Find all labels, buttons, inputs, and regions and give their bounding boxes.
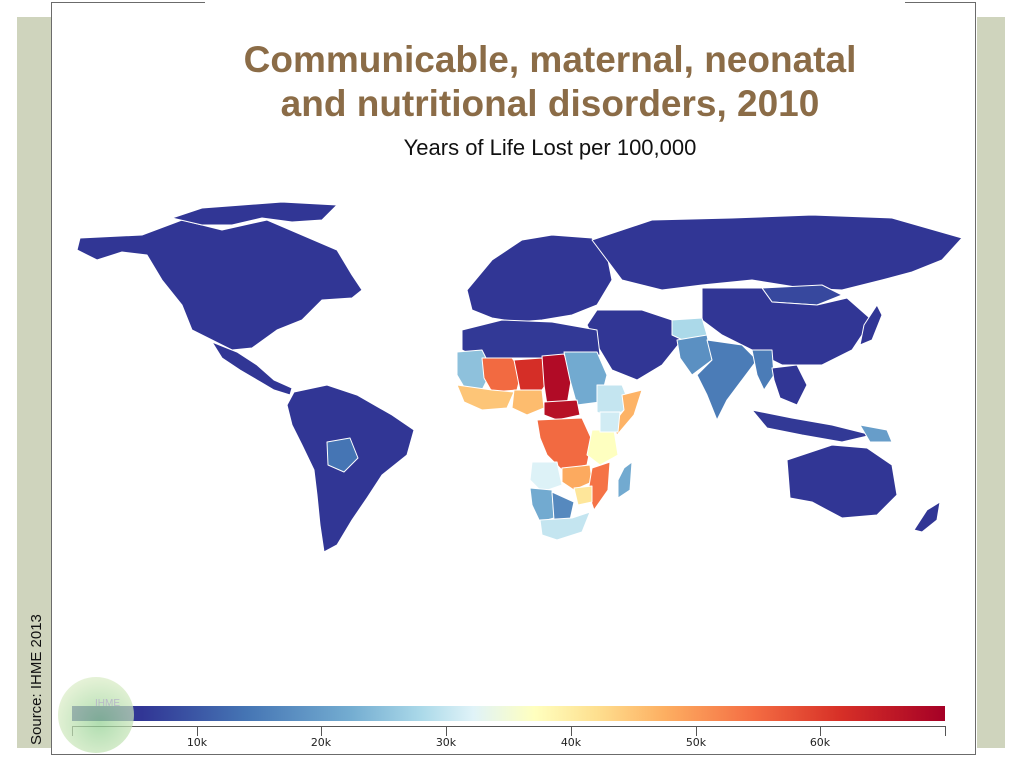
scale-tick (446, 726, 447, 736)
region-new-zealand (913, 501, 941, 533)
scale-tick (696, 726, 697, 736)
region-southeast-asia (771, 364, 808, 406)
region-indonesia (751, 409, 873, 443)
region-botswana (551, 491, 575, 521)
world-map (76, 201, 963, 553)
source-note: Source: IHME 2013 (28, 614, 45, 745)
title-line-1: Communicable, maternal, neonatal (243, 39, 857, 80)
ihme-logo (58, 677, 134, 753)
region-central-african-republic (543, 399, 581, 421)
left-decorative-band (17, 17, 52, 748)
scale-tick (820, 726, 821, 736)
region-europe (466, 234, 613, 323)
region-central-america (211, 341, 293, 396)
region-china (701, 287, 873, 366)
frame-top-gap (205, 0, 905, 4)
region-pakistan (676, 334, 713, 376)
region-japan (859, 304, 883, 346)
region-papua-new-guinea (859, 424, 893, 443)
chart-subtitle: Years of Life Lost per 100,000 (403, 135, 697, 160)
region-madagascar (617, 461, 633, 499)
region-zambia (561, 464, 593, 491)
region-nigeria (511, 389, 545, 416)
scale-tick-label: 50k (685, 736, 707, 749)
region-tanzania (586, 429, 619, 466)
ihme-logo-text: IHME (95, 698, 120, 709)
region-australia (786, 444, 898, 519)
region-russia (591, 214, 963, 291)
scale-tick (945, 726, 946, 736)
color-scale-bar (72, 706, 945, 721)
scale-tick (571, 726, 572, 736)
region-kenya (599, 411, 621, 433)
region-greenland-arctic-islands (171, 201, 338, 226)
region-south-africa (539, 511, 591, 541)
scale-tick (321, 726, 322, 736)
right-decorative-band (977, 17, 1005, 748)
region-myanmar (751, 349, 775, 391)
region-south-america (286, 384, 415, 553)
region-zimbabwe (573, 485, 593, 506)
scale-tick-label: 60k (809, 736, 831, 749)
region-angola (529, 461, 563, 493)
scale-tick (197, 726, 198, 736)
scale-tick-label: 20k (310, 736, 332, 749)
region-north-america (76, 219, 363, 351)
chart-title: Communicable, maternal, neonatal and nut… (150, 38, 950, 126)
region-ethiopia (596, 384, 631, 421)
region-bolivia (326, 437, 359, 473)
region-somalia (611, 389, 643, 436)
color-scale-axis (72, 726, 945, 727)
region-india (696, 339, 758, 421)
region-namibia (529, 487, 555, 523)
region-west-africa-coast (456, 384, 515, 411)
title-line-2: and nutritional disorders, 2010 (280, 83, 820, 124)
scale-tick-label: 40k (560, 736, 582, 749)
scale-tick-label: 10k (186, 736, 208, 749)
scale-tick-label: 30k (435, 736, 457, 749)
